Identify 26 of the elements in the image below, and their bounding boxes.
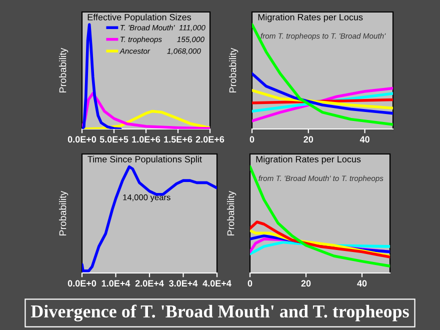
y-axis-title: Probability (227, 190, 236, 236)
x-tick-label: 20 (301, 280, 311, 287)
chart-title: Migration Rates per Locus (256, 156, 361, 164)
x-tick-label: 2.0E+6 (196, 136, 224, 143)
x-tick-label: 3.0E+4 (169, 280, 198, 287)
x-tick-label: 40 (357, 280, 367, 287)
text: Divergence of T. 'Broad Mouth' and T. tropheops (30, 304, 409, 322)
x-tick-label: 1.5E+6 (164, 136, 192, 143)
x-tick-label: 0.0E+0 (68, 136, 96, 143)
x-tick-label: 1.0E+6 (132, 136, 160, 143)
x-tick-label: 4.0E+4 (202, 280, 232, 287)
x-tick-label: 40 (360, 136, 370, 143)
y-axis-title: Probability (59, 48, 68, 92)
x-tick-label: 0 (250, 136, 254, 143)
x-tick-label: 5.0E+5 (100, 136, 128, 143)
x-tick-label: 2.0E+4 (135, 280, 164, 287)
y-axis-title: Probability (229, 48, 238, 92)
x-tick-label: 20 (304, 136, 314, 143)
y-axis-title: Probability (59, 190, 68, 236)
annotation: 14,000 years (123, 194, 170, 202)
chart-title: Effective Population Sizes (88, 14, 192, 22)
x-tick-label: 0.0E+0 (68, 280, 96, 287)
chart-title: Time Since Populations Split (88, 156, 202, 164)
chart-title: Migration Rates per Locus (258, 14, 363, 22)
x-tick-label: 0 (248, 280, 252, 287)
x-tick-label: 1.0E+4 (102, 280, 130, 287)
